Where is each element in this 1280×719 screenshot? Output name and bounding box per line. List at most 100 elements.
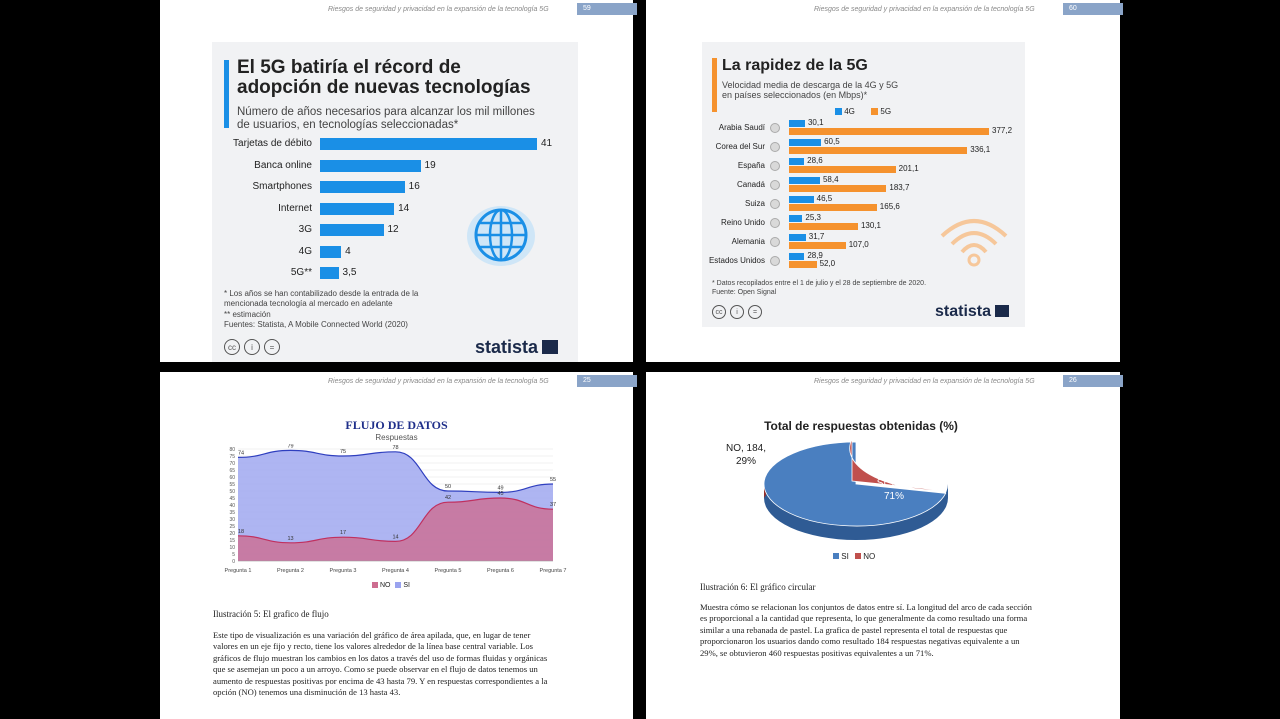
flag-icon	[770, 161, 780, 171]
title-accent	[712, 58, 717, 112]
area-no	[238, 498, 553, 561]
bar-value: 14	[398, 202, 410, 214]
legend-swatch-5g	[871, 108, 879, 115]
slice-percent-no: 29%	[736, 456, 756, 467]
bar	[789, 139, 822, 146]
cc-icon: cc	[712, 305, 726, 319]
x-tick-label: Pregunta 6	[487, 568, 514, 574]
figure-caption: Ilustración 5: El grafico de flujo	[213, 609, 329, 619]
flag-icon	[770, 256, 780, 266]
page-number: 60	[1063, 3, 1123, 15]
bar	[320, 181, 405, 193]
card-subtitle: Número de años necesarios para alcanzar …	[237, 106, 535, 131]
bar-value: 377,2	[992, 126, 1013, 135]
adoption-bar-chart: Tarjetas de débito 41 Banca online 19 Smartp…	[212, 138, 578, 288]
flow-legend: NO SI	[372, 582, 410, 589]
attribution-icon: i	[730, 305, 744, 319]
header-text: Riesgos de seguridad y privacidad en la …	[814, 6, 1035, 13]
page-header: Riesgos de seguridad y privacidad en la …	[646, 372, 1123, 394]
header-text: Riesgos de seguridad y privacidad en la …	[814, 378, 1035, 385]
x-tick-label: Pregunta 3	[330, 568, 357, 574]
y-tick-label: 0	[232, 559, 235, 565]
bar	[320, 267, 339, 279]
statista-logo: statista	[935, 303, 1010, 321]
y-tick-label: 75	[229, 454, 235, 460]
page-number: 59	[577, 3, 637, 15]
license-icons: cc i =	[224, 339, 280, 355]
data-label: 45	[497, 491, 503, 497]
license-icons: cc i =	[712, 305, 762, 319]
pie-chart: SI, 460, 71% NO, 184, 29%	[726, 438, 948, 540]
page-header: Riesgos de seguridad y privacidad en la …	[160, 372, 637, 394]
bar-value: 4	[345, 245, 351, 257]
bar-value: 130,1	[860, 221, 881, 230]
card-title: El 5G batiría el récord de adopción de n…	[237, 57, 531, 98]
bar-label: Internet	[278, 202, 312, 214]
data-label: 50	[445, 484, 451, 490]
flow-area-chart: 0510152025303540455055606570758074797578…	[225, 444, 567, 574]
page-number: 26	[1063, 375, 1123, 387]
data-label: 18	[238, 529, 244, 535]
y-tick-label: 60	[229, 475, 235, 481]
legend-swatch-no	[372, 582, 378, 588]
bar-value: 16	[408, 181, 420, 192]
bar	[789, 166, 896, 173]
slice-label-no: NO, 184,	[726, 443, 766, 454]
card-title: La rapidez de la 5G	[722, 57, 868, 74]
legend-label-no: NO	[863, 552, 876, 561]
flag-icon	[770, 199, 780, 209]
country-label: Alemania	[731, 237, 765, 246]
flow-chart-title: FLUJO DE DATOS	[345, 418, 448, 432]
bar	[789, 147, 968, 154]
bar	[789, 215, 803, 222]
bar-value: 52,0	[819, 259, 836, 268]
bar	[789, 177, 820, 184]
noderivs-icon: =	[264, 339, 280, 355]
data-label: 49	[497, 485, 503, 491]
bar-label: 4G	[298, 245, 312, 257]
bar	[789, 204, 877, 211]
pie-slice-no	[849, 438, 942, 491]
y-tick-label: 30	[229, 517, 235, 523]
slice-percent-si: 71%	[884, 491, 904, 502]
pie-chart-title: Total de respuestas obtenidas (%)	[764, 419, 958, 433]
bar-label: 5G**	[290, 267, 312, 278]
y-tick-label: 80	[229, 447, 235, 453]
y-tick-label: 40	[229, 503, 235, 509]
bar	[320, 202, 395, 215]
bar-value: 41	[541, 138, 553, 149]
bar-value: 201,1	[898, 164, 919, 173]
bar-value: 3,5	[342, 267, 357, 278]
body-paragraph: Muestra cómo se relacionan los conjuntos…	[700, 602, 1032, 658]
y-tick-label: 10	[229, 545, 235, 551]
page-header: Riesgos de seguridad y privacidad en la …	[160, 0, 637, 22]
bar-value: 19	[424, 159, 436, 171]
y-tick-label: 70	[229, 461, 235, 467]
data-label: 74	[238, 450, 244, 456]
bar-label: Tarjetas de débito	[233, 138, 312, 149]
y-tick-label: 45	[229, 496, 235, 502]
bar	[789, 128, 989, 135]
bar	[789, 242, 846, 249]
country-label: Estados Unidos	[708, 256, 765, 265]
bar	[789, 196, 814, 203]
data-label: 75	[340, 449, 346, 455]
flow-chart-subtitle: Respuestas	[375, 433, 418, 442]
page-bottom-right: Riesgos de seguridad y privacidad en la …	[646, 372, 1123, 719]
bar-value: 107,0	[848, 240, 869, 249]
bar-value: 28,6	[807, 156, 823, 165]
legend-label-5g: 5G	[880, 107, 892, 116]
bar-value: 31,7	[808, 232, 825, 241]
attribution-icon: i	[244, 339, 260, 355]
pie-legend: SI NO	[833, 552, 875, 561]
country-label: España	[737, 161, 765, 170]
data-label: 17	[340, 530, 346, 536]
x-tick-label: Pregunta 4	[382, 568, 409, 574]
x-tick-label: Pregunta 2	[277, 568, 304, 574]
bar-value: 165,6	[879, 202, 900, 211]
bar	[320, 245, 342, 258]
bar-value: 46,5	[816, 194, 833, 203]
x-tick-label: Pregunta 7	[540, 568, 567, 574]
country-label: Reino Unido	[720, 218, 765, 227]
data-label: 79	[287, 444, 293, 449]
